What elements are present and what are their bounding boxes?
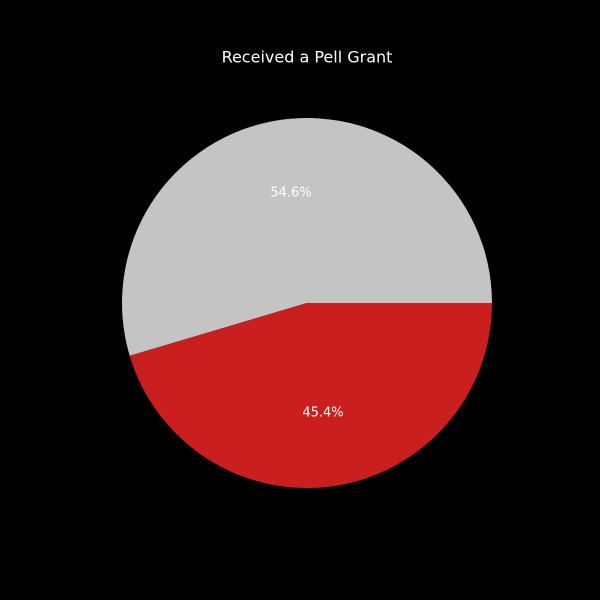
pie-slice: [129, 303, 493, 489]
slice-label: 45.4%: [302, 405, 343, 420]
pie-slice: [122, 118, 492, 356]
chart-title: Received a Pell Grant: [222, 48, 393, 67]
slice-label: 54.6%: [270, 186, 311, 201]
